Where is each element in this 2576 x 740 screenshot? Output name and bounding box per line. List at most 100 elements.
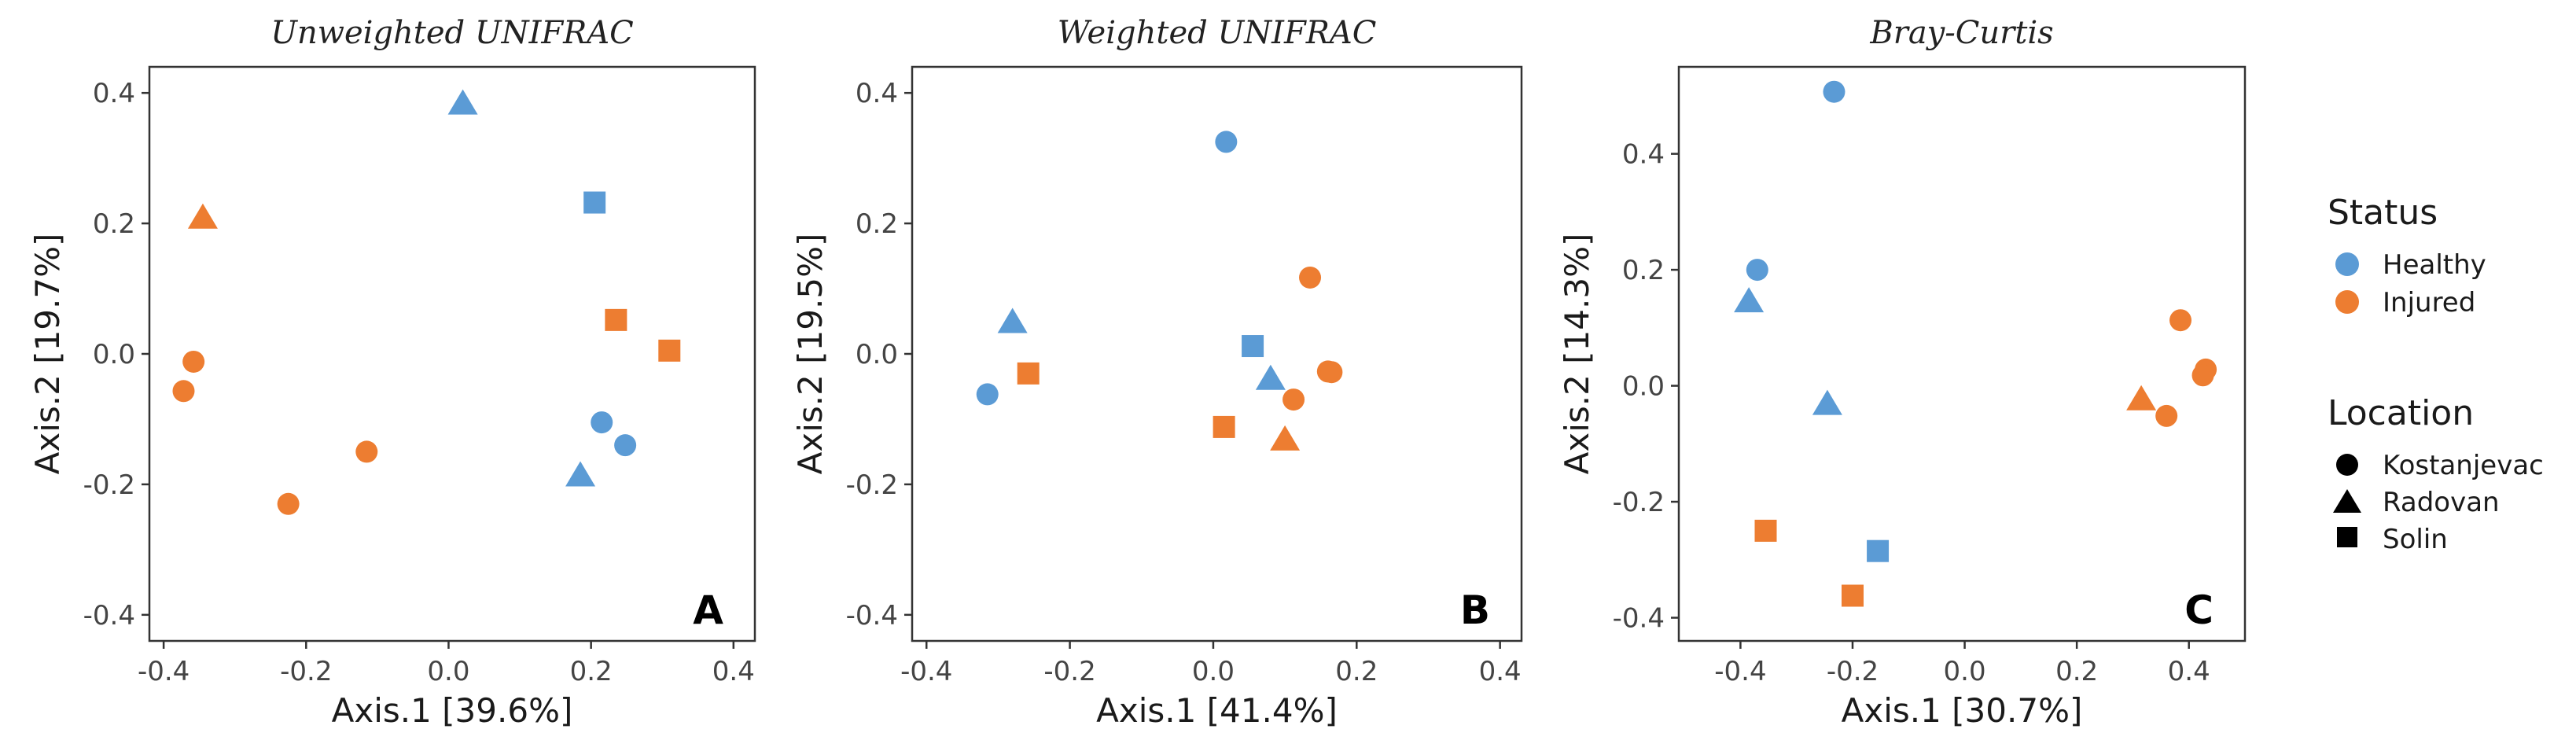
data-point-injured-kostanjevac	[1299, 266, 1322, 289]
x-tick-label: 0.0	[427, 656, 469, 687]
x-tick-label: -0.4	[900, 656, 952, 687]
y-axis-label: Axis.2 [19.5%]	[791, 234, 830, 475]
y-tick-label: 0.0	[856, 339, 898, 370]
y-tick-label: 0.2	[1622, 255, 1665, 286]
data-point-injured-solin	[1841, 584, 1864, 607]
y-tick-label: -0.4	[1613, 603, 1665, 635]
data-point-injured-kostanjevac	[355, 440, 378, 463]
y-tick-label: 0.0	[1622, 371, 1665, 403]
y-tick-label: -0.2	[846, 469, 898, 501]
legend-injured-label: Injured	[2383, 287, 2475, 318]
y-tick-label: 0.4	[856, 78, 898, 109]
x-tick-label: 0.4	[1479, 656, 1522, 687]
data-point-healthy-solin	[583, 191, 606, 214]
y-tick-label: -0.4	[83, 600, 135, 631]
data-point-healthy-radovan	[565, 461, 596, 487]
x-tick-label: -0.4	[138, 656, 190, 687]
x-tick-label: 0.2	[570, 656, 613, 687]
chart-title: Unweighted UNIFRAC	[270, 15, 633, 51]
data-point-healthy-radovan	[1255, 364, 1286, 390]
x-tick-label: 0.2	[1335, 656, 1378, 687]
data-point-healthy-radovan	[997, 307, 1028, 333]
data-point-injured-kostanjevac	[2169, 309, 2192, 332]
y-tick-label: 0.2	[93, 208, 135, 240]
data-point-injured-kostanjevac	[1320, 361, 1343, 384]
data-point-healthy-kostanjevac	[1823, 80, 1846, 103]
data-point-healthy-radovan	[1812, 389, 1842, 415]
legend-healthy-circle-icon	[2335, 252, 2359, 276]
data-point-healthy-radovan	[1734, 287, 1765, 313]
data-point-injured-kostanjevac	[182, 350, 205, 373]
x-tick-label: -0.4	[1714, 656, 1766, 687]
x-tick-label: 0.0	[1192, 656, 1235, 687]
data-point-healthy-radovan	[447, 89, 478, 115]
y-tick-label: -0.2	[1613, 487, 1665, 518]
data-point-injured-solin	[1017, 362, 1040, 385]
legend: Status Healthy Injured Location Kostanje…	[2328, 193, 2544, 555]
y-axis-label: Axis.2 [14.3%]	[1558, 234, 1596, 475]
tick-marks: -0.4 -0.2 0.0 0.2 0.4 -0.4 -0.2 0.0 0.2 0.4	[846, 78, 1522, 687]
data-point-healthy-kostanjevac	[976, 383, 999, 406]
chart-title: Bray-Curtis	[1869, 15, 2053, 51]
data-point-injured-solin	[1754, 519, 1777, 542]
chart-title: Weighted UNIFRAC	[1058, 15, 1377, 51]
y-tick-label: 0.4	[93, 78, 135, 109]
data-point-injured-radovan	[1270, 425, 1301, 451]
x-axis-label: Axis.1 [39.6%]	[332, 691, 573, 730]
x-tick-label: 0.4	[2168, 656, 2210, 687]
data-point-injured-solin	[658, 339, 681, 362]
data-point-healthy-kostanjevac	[1746, 259, 1768, 282]
y-tick-label: 0.0	[93, 339, 135, 370]
panel-label: C	[2184, 587, 2214, 633]
data-point-injured-radovan	[187, 203, 218, 229]
x-tick-label: -0.2	[1043, 656, 1095, 687]
data-point-healthy-kostanjevac	[1215, 131, 1238, 153]
data-point-healthy-kostanjevac	[591, 411, 613, 434]
plot-frame	[1677, 65, 2247, 642]
x-tick-label: 0.0	[1944, 656, 1986, 687]
data-point-injured-kostanjevac	[277, 492, 300, 515]
panel-unweighted-unifrac: Unweighted UNIFRAC -0.4 -0.2 0.0 0.2 0.4 -0.4…	[28, 15, 756, 730]
legend-status-title: Status	[2328, 193, 2438, 233]
x-tick-label: -0.2	[1827, 656, 1879, 687]
data-point-healthy-solin	[1867, 539, 1890, 562]
legend-solin-label: Solin	[2383, 524, 2448, 555]
panel-bray-curtis: Bray-Curtis -0.4 -0.2 0.0 0.2 0.4 -0.4 -0.2 0.0…	[1558, 15, 2247, 730]
x-tick-label: 0.2	[2055, 656, 2098, 687]
tick-marks: -0.4 -0.2 0.0 0.2 0.4 -0.4 -0.2 0.0 0.2 0.4	[1613, 139, 2210, 687]
y-axis-label: Axis.2 [19.7%]	[28, 234, 67, 475]
x-axis-label: Axis.1 [41.4%]	[1096, 691, 1338, 730]
y-tick-label: -0.2	[83, 469, 135, 501]
x-tick-label: 0.4	[712, 656, 755, 687]
data-point-healthy-kostanjevac	[614, 434, 637, 457]
panel-label: B	[1460, 587, 1490, 633]
legend-triangle-icon	[2333, 489, 2361, 513]
panel-weighted-unifrac: Weighted UNIFRAC -0.4 -0.2 0.0 0.2 0.4-0.4-0…	[791, 15, 1523, 730]
y-tick-label: 0.4	[1622, 139, 1665, 171]
legend-radovan-label: Radovan	[2383, 487, 2500, 518]
y-tick-label: -0.4	[846, 600, 898, 631]
legend-kostanjevac-label: Kostanjevac	[2383, 450, 2544, 481]
plot-frame	[911, 65, 1523, 642]
y-tick-label: 0.2	[856, 208, 898, 240]
panel-label: A	[693, 587, 723, 633]
legend-location-title: Location	[2328, 393, 2474, 433]
legend-healthy-label: Healthy	[2383, 249, 2486, 281]
data-points	[1734, 80, 2217, 607]
data-point-injured-solin	[605, 308, 627, 331]
x-axis-label: Axis.1 [30.7%]	[1842, 691, 2083, 730]
data-point-healthy-solin	[1242, 335, 1264, 358]
legend-injured-circle-icon	[2335, 290, 2359, 314]
legend-circle-icon	[2336, 454, 2358, 476]
data-point-injured-kostanjevac	[1282, 388, 1305, 411]
data-point-injured-radovan	[2126, 385, 2157, 410]
data-point-injured-kostanjevac	[172, 380, 195, 403]
data-point-injured-kostanjevac	[2155, 404, 2178, 427]
data-point-injured-solin	[1213, 415, 1235, 438]
data-points	[172, 89, 681, 515]
data-points	[976, 131, 1343, 451]
legend-square-icon	[2337, 527, 2357, 547]
x-tick-label: -0.2	[280, 656, 332, 687]
data-point-injured-kostanjevac	[2191, 364, 2214, 387]
